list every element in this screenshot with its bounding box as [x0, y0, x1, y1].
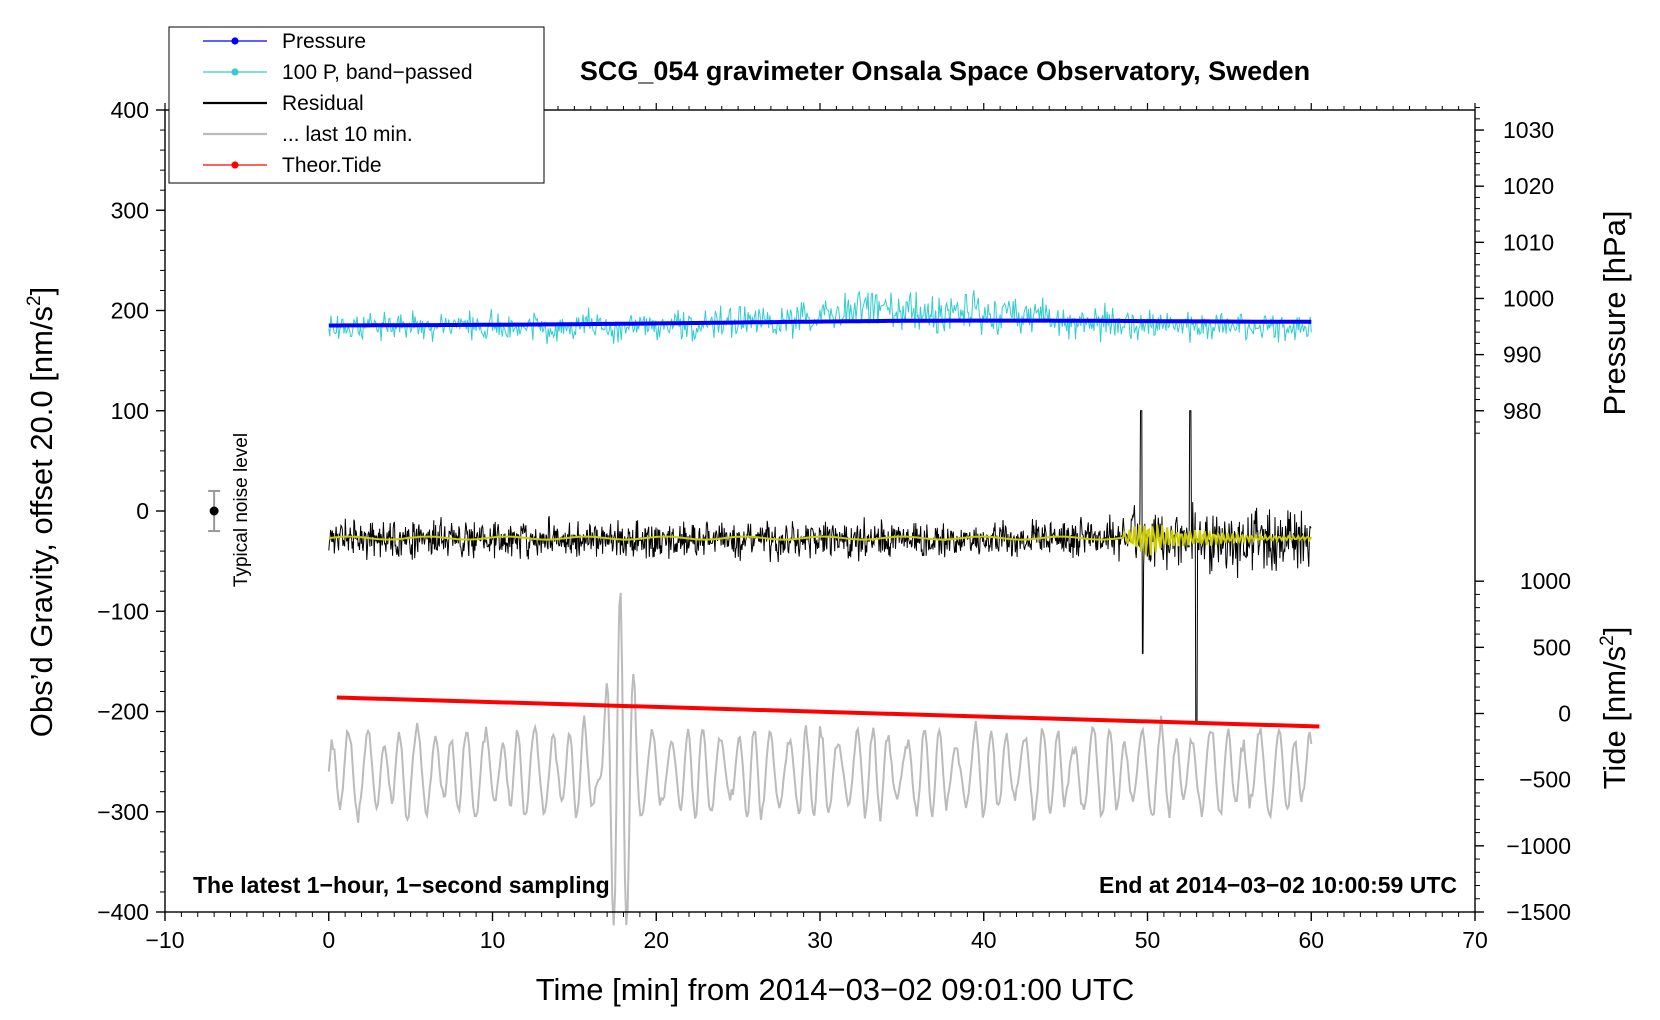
pressure-tick-label: 1000: [1503, 285, 1554, 311]
pressure-axis-ticks: 1030 1020 1010 1000 990 980: [1475, 107, 1554, 434]
y-axis-label-end: ]: [24, 287, 59, 296]
pressure-tick-label: 1010: [1503, 229, 1554, 255]
y-tick-label: 300: [111, 197, 149, 223]
tide-axis-label-sup: 2: [1597, 635, 1618, 646]
legend-swatch-dot: [231, 68, 239, 76]
y-axis-label: Obs’d Gravity, offset 20.0 [nm/s2]: [24, 287, 59, 738]
legend-label: ... last 10 min.: [282, 123, 413, 146]
pressure-tick-label: 980: [1503, 398, 1541, 424]
x-tick-label: 50: [1135, 927, 1161, 953]
pressure-tick-label: 990: [1503, 342, 1541, 368]
y-tick-label: 200: [111, 298, 149, 324]
y-tick-label: 0: [136, 498, 149, 524]
x-tick-label: 10: [480, 927, 506, 953]
y-axis-label-main: Obs’d Gravity, offset 20.0 [nm/s: [24, 306, 59, 737]
plot-area: [208, 290, 1320, 926]
y-tick-label: −100: [97, 598, 149, 624]
x-tick-label: 0: [322, 927, 335, 953]
annotation-end-time: End at 2014−03−02 10:00:59 UTC: [1099, 872, 1457, 898]
tide-tick-label: 500: [1533, 634, 1571, 660]
y-axis-ticks: 400 300 200 100 0 −100 −200 −300 −400: [97, 97, 165, 925]
y-tick-label: −400: [97, 899, 149, 925]
tide-tick-label: −1500: [1506, 899, 1571, 925]
series-residual-smoothed: [328, 524, 1313, 556]
tide-tick-label: 1000: [1520, 568, 1571, 594]
x-tick-label: −10: [145, 927, 184, 953]
pressure-tick-label: 1030: [1503, 117, 1554, 143]
tide-tick-label: 0: [1558, 701, 1571, 727]
x-tick-label: 70: [1462, 927, 1488, 953]
legend-box: [168, 26, 545, 184]
series-pressure: [328, 318, 1312, 328]
y-tick-label: −200: [97, 699, 149, 725]
residual-smoothed-line: [328, 524, 1313, 556]
chart-title: SCG_054 gravimeter Onsala Space Observat…: [580, 56, 1310, 86]
legend: Pressure 100 P, band−passed Residual ... la…: [168, 26, 545, 184]
tide-tick-label: −1000: [1506, 833, 1571, 859]
series-last-10-min: [327, 592, 1313, 926]
tide-axis-label-main: Tide [nm/s: [1597, 646, 1632, 790]
x-axis-label: Time [min] from 2014−03−02 09:01:00 UTC: [536, 972, 1135, 1007]
y-tick-label: 100: [111, 398, 149, 424]
last-10-min-line: [327, 592, 1313, 926]
x-tick-label: 20: [643, 927, 669, 953]
x-tick-label: 30: [807, 927, 833, 953]
tide-axis-ticks: 1000 500 0 −500 −1000 −1500: [1475, 568, 1571, 925]
legend-label: Residual: [282, 92, 364, 115]
noise-level-bar: [208, 489, 221, 533]
x-tick-label: 60: [1298, 927, 1324, 953]
y-axis-label-sup: 2: [24, 295, 45, 306]
legend-label: 100 P, band−passed: [282, 61, 473, 84]
pressure-tick-label: 1020: [1503, 173, 1554, 199]
tide-axis-label-end: ]: [1597, 627, 1632, 636]
series-theoretical-tide: [336, 695, 1320, 729]
pressure-axis-label: Pressure [hPa]: [1597, 210, 1632, 415]
legend-label: Pressure: [282, 30, 366, 53]
noise-level-label: Typical noise level: [231, 433, 252, 587]
legend-swatch-dot: [231, 37, 239, 45]
y-tick-label: 400: [111, 97, 149, 123]
tide-axis-label: Tide [nm/s2]: [1597, 627, 1632, 790]
y-tick-label: −300: [97, 799, 149, 825]
annotation-sampling: The latest 1−hour, 1−second sampling: [193, 872, 610, 898]
legend-label: Theor.Tide: [282, 154, 382, 177]
tide-tick-label: −500: [1519, 767, 1571, 793]
x-tick-label: 40: [971, 927, 997, 953]
noise-bar-dot: [209, 506, 219, 516]
pressure-line: [328, 318, 1312, 328]
x-axis-ticks: −10 0 10 20 30 40 50 60 70: [145, 103, 1488, 953]
legend-swatch-dot: [231, 161, 239, 169]
theoretical-tide-line: [336, 695, 1320, 729]
